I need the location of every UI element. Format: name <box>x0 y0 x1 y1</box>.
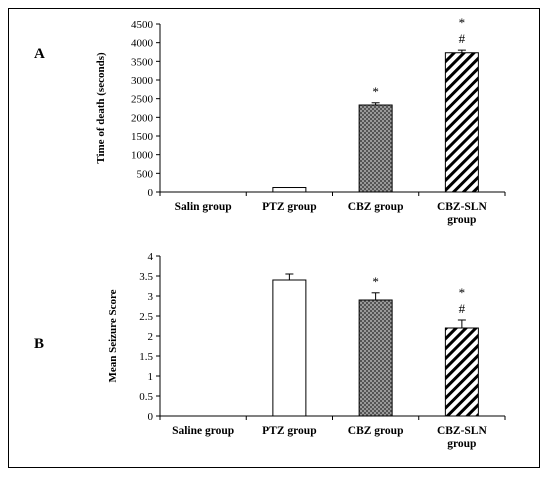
significance-hash: # <box>459 31 466 46</box>
bar-3 <box>358 299 393 417</box>
y-tick-label: 2000 <box>131 112 154 124</box>
y-tick-label: 1500 <box>131 131 154 143</box>
y-tick-label: 4 <box>148 251 154 263</box>
y-tick-label: 0 <box>148 187 154 199</box>
figure-frame <box>8 8 540 468</box>
y-tick-label: 4000 <box>131 38 154 50</box>
category-label: PTZ group <box>262 425 316 437</box>
y-tick-label: 2 <box>148 331 154 343</box>
bar-2 <box>272 187 307 193</box>
y-tick-label: 0.5 <box>139 391 153 403</box>
category-label: CBZ group <box>348 201 404 213</box>
category-label: group <box>447 438 476 450</box>
y-tick-label: 2500 <box>131 94 154 106</box>
y-tick-label: 1 <box>148 371 154 383</box>
significance-star: * <box>459 285 466 300</box>
category-label: Salin group <box>175 201 232 213</box>
category-label: group <box>447 214 476 226</box>
y-axis-label: Time of death (seconds) <box>95 52 107 164</box>
bar-3 <box>358 104 393 193</box>
y-tick-label: 3 <box>148 291 154 303</box>
y-tick-label: 4500 <box>131 19 154 31</box>
y-tick-label: 0 <box>148 411 154 423</box>
y-tick-label: 1.5 <box>139 351 153 363</box>
category-label: CBZ-SLN <box>437 201 488 213</box>
panel-letter: B <box>34 336 44 352</box>
bar-2 <box>272 279 307 417</box>
significance-star: * <box>459 15 466 30</box>
category-label: CBZ-SLN <box>437 425 488 437</box>
bar-4 <box>444 52 479 193</box>
y-tick-label: 1000 <box>131 150 154 162</box>
chart-mean-seizure-score: B Mean Seizure Score 0 0.5 1 1.5 2 2.5 3 3.5 4 Sali… <box>34 251 506 450</box>
y-tick-label: 3.5 <box>139 271 153 283</box>
y-tick-label: 500 <box>137 168 154 180</box>
y-axis-label: Mean Seizure Score <box>107 289 119 382</box>
bar-4 <box>444 327 479 417</box>
significance-star: * <box>372 84 379 99</box>
y-tick-label: 3000 <box>131 75 154 87</box>
chart-time-of-death: A Time of death (seconds) 0 500 1000 1500 2000… <box>34 15 506 226</box>
significance-hash: # <box>459 301 466 316</box>
category-label: CBZ group <box>348 425 404 437</box>
y-tick-label: 2.5 <box>139 311 153 323</box>
panel-letter: A <box>34 46 45 62</box>
category-label: PTZ group <box>262 201 316 213</box>
significance-star: * <box>372 274 379 289</box>
y-tick-label: 3500 <box>131 56 154 68</box>
category-label: Saline group <box>172 425 234 437</box>
